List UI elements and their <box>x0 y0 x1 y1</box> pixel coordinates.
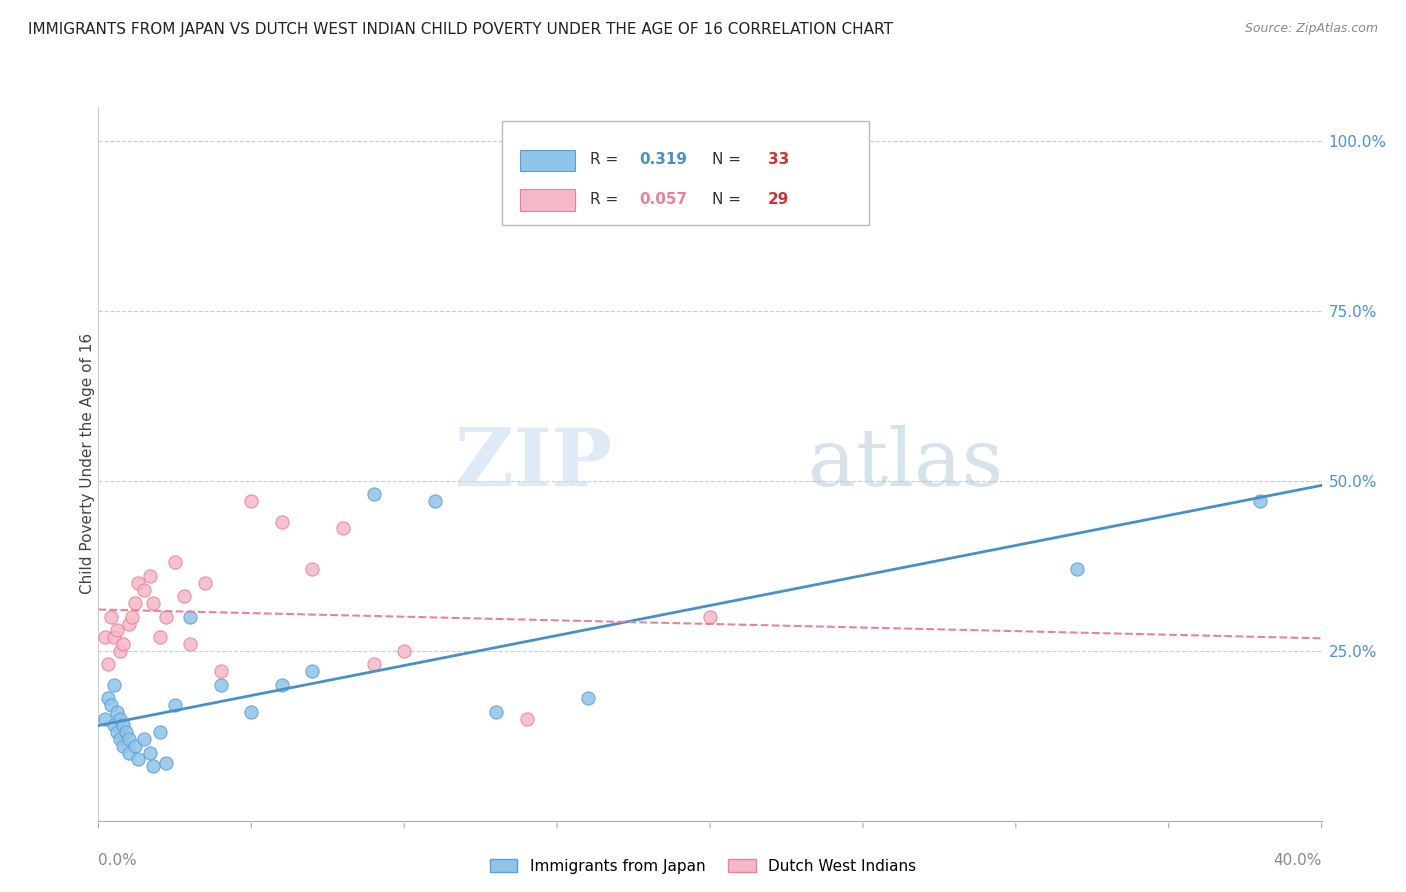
Point <box>179 637 201 651</box>
Text: 29: 29 <box>768 192 789 207</box>
Text: 33: 33 <box>768 153 789 168</box>
Text: 0.319: 0.319 <box>640 153 688 168</box>
Text: R =: R = <box>591 153 623 168</box>
Point <box>392 644 416 658</box>
Point <box>155 609 177 624</box>
Point <box>93 712 115 726</box>
FancyBboxPatch shape <box>520 189 575 211</box>
Point <box>105 624 128 638</box>
Point <box>124 596 146 610</box>
Point <box>363 487 385 501</box>
Point <box>301 562 323 576</box>
Point <box>97 691 120 706</box>
Point <box>576 691 599 706</box>
Point <box>516 712 538 726</box>
Point <box>142 596 165 610</box>
Point <box>124 739 146 753</box>
Point <box>699 609 721 624</box>
Point <box>332 521 354 535</box>
Point <box>142 759 165 773</box>
Text: 0.0%: 0.0% <box>98 853 138 868</box>
FancyBboxPatch shape <box>520 150 575 171</box>
Point <box>270 678 292 692</box>
Point <box>485 705 508 719</box>
Point <box>127 752 149 766</box>
Text: N =: N = <box>713 192 747 207</box>
Point <box>115 725 138 739</box>
Y-axis label: Child Poverty Under the Age of 16: Child Poverty Under the Age of 16 <box>80 334 94 594</box>
Point <box>1249 494 1271 508</box>
Point <box>111 718 134 732</box>
Text: 0.057: 0.057 <box>640 192 688 207</box>
Point <box>155 756 177 770</box>
Text: IMMIGRANTS FROM JAPAN VS DUTCH WEST INDIAN CHILD POVERTY UNDER THE AGE OF 16 COR: IMMIGRANTS FROM JAPAN VS DUTCH WEST INDI… <box>28 22 893 37</box>
Point <box>301 664 323 678</box>
Point <box>105 705 128 719</box>
Point <box>103 678 125 692</box>
Text: Source: ZipAtlas.com: Source: ZipAtlas.com <box>1244 22 1378 36</box>
Point <box>108 644 131 658</box>
Point <box>149 725 172 739</box>
Legend: Immigrants from Japan, Dutch West Indians: Immigrants from Japan, Dutch West Indian… <box>484 853 922 880</box>
Point <box>194 575 217 590</box>
Point <box>118 616 141 631</box>
Point <box>209 678 232 692</box>
Point <box>209 664 232 678</box>
Point <box>127 575 149 590</box>
Point <box>103 718 125 732</box>
Text: N =: N = <box>713 153 747 168</box>
Point <box>134 732 156 747</box>
Point <box>240 705 263 719</box>
Point <box>423 494 446 508</box>
Point <box>111 739 134 753</box>
Point <box>93 630 115 644</box>
FancyBboxPatch shape <box>502 121 869 225</box>
Point <box>108 712 131 726</box>
Point <box>97 657 120 672</box>
Point <box>100 698 122 712</box>
Text: 40.0%: 40.0% <box>1274 853 1322 868</box>
Point <box>240 494 263 508</box>
Point <box>111 637 134 651</box>
Point <box>149 630 172 644</box>
Point <box>108 732 131 747</box>
Point <box>270 515 292 529</box>
Point <box>118 746 141 760</box>
Point <box>139 746 162 760</box>
Point <box>139 569 162 583</box>
Point <box>121 609 143 624</box>
Text: R =: R = <box>591 192 623 207</box>
Point <box>103 630 125 644</box>
Point <box>179 609 201 624</box>
Point <box>363 657 385 672</box>
Point <box>105 725 128 739</box>
Point <box>163 555 186 569</box>
Text: atlas: atlas <box>808 425 1002 503</box>
Point <box>100 609 122 624</box>
Point <box>118 732 141 747</box>
Point <box>173 590 195 604</box>
Point <box>163 698 186 712</box>
Point <box>1066 562 1088 576</box>
Text: ZIP: ZIP <box>456 425 612 503</box>
Point <box>134 582 156 597</box>
